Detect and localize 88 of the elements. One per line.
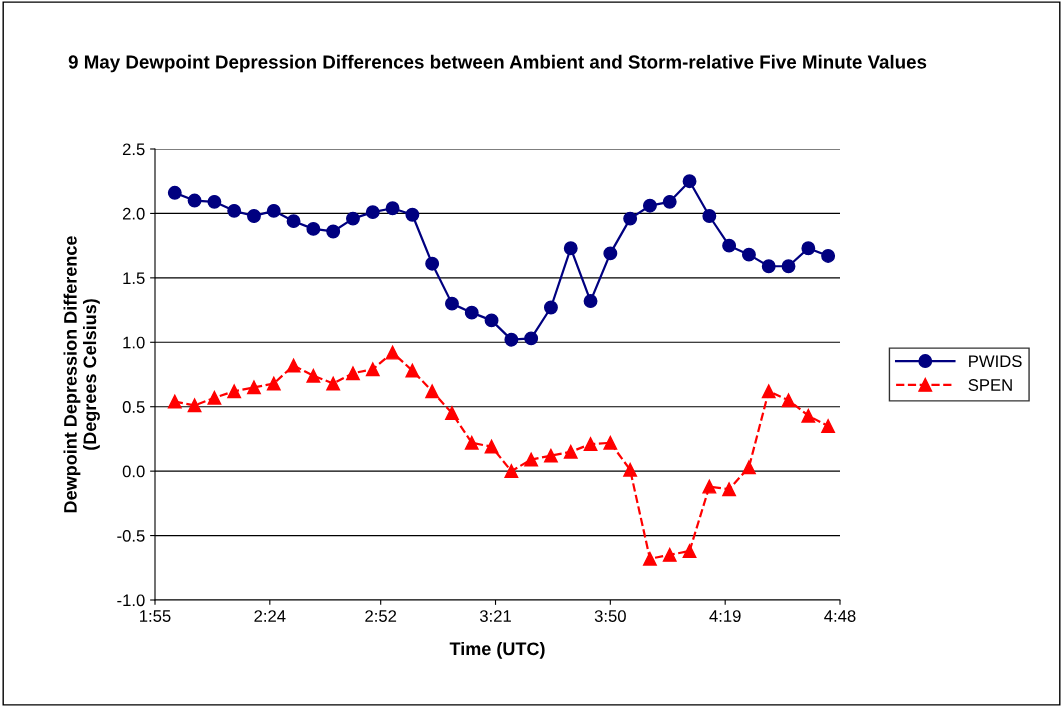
y-tick-label: 2.0 <box>122 207 145 220</box>
point <box>642 198 657 213</box>
point <box>524 452 539 467</box>
point <box>207 194 222 209</box>
point <box>365 205 380 220</box>
point <box>563 444 578 459</box>
point <box>247 380 261 395</box>
point <box>445 406 459 421</box>
y-axis-title: Dewpoint Depression Difference (Degrees Celsius) <box>63 236 100 513</box>
point <box>405 207 420 222</box>
point <box>524 331 539 346</box>
y-tick-label: -1.0 <box>117 594 145 607</box>
point <box>702 209 717 223</box>
y-tick-label: 2.5 <box>122 143 145 156</box>
point <box>306 221 321 236</box>
point <box>682 544 697 558</box>
x-tick-label: 1:55 <box>140 610 171 622</box>
point <box>445 296 459 311</box>
point <box>227 384 242 399</box>
point <box>207 390 222 405</box>
point <box>642 551 657 566</box>
x-axis-title: Time (UTC) <box>449 641 545 659</box>
x-tick-label: 3:21 <box>479 610 511 622</box>
point <box>286 358 301 373</box>
point <box>623 462 638 477</box>
point <box>286 214 301 229</box>
point <box>326 224 341 239</box>
point <box>484 313 499 328</box>
point <box>425 256 440 271</box>
point <box>741 460 756 475</box>
point <box>761 259 776 274</box>
point <box>623 211 638 226</box>
point <box>385 345 400 360</box>
point <box>682 174 697 189</box>
point <box>583 437 598 452</box>
point <box>484 439 499 454</box>
point <box>821 249 836 263</box>
point <box>425 384 440 399</box>
point <box>365 362 380 377</box>
point <box>464 305 479 320</box>
point <box>187 193 202 208</box>
x-tick-label: 4:19 <box>709 610 741 622</box>
point <box>306 368 321 383</box>
point <box>346 366 360 381</box>
point <box>662 547 677 562</box>
x-tick-label: 3:50 <box>594 610 626 622</box>
point <box>741 247 756 262</box>
legend-label: SPEN <box>968 379 1012 391</box>
point <box>247 209 261 223</box>
point <box>761 384 776 399</box>
point <box>781 393 796 408</box>
chart-title: 9 May Dewpoint Depression Differences between Ambient and Storm-relative Five Minute Values <box>68 54 927 73</box>
point <box>801 241 816 256</box>
point <box>603 246 618 261</box>
point <box>781 259 796 274</box>
y-tick-label: 0.0 <box>122 465 145 478</box>
point <box>543 448 558 463</box>
point <box>583 294 598 308</box>
point <box>385 201 400 216</box>
point <box>346 211 360 226</box>
point <box>821 419 836 433</box>
x-tick-label: 2:52 <box>365 610 397 622</box>
point <box>266 203 281 218</box>
point <box>603 435 618 450</box>
y-tick-label: 1.5 <box>123 272 145 285</box>
point <box>405 363 420 378</box>
point <box>167 185 182 200</box>
y-tick-label: 0.5 <box>122 401 145 413</box>
point <box>227 203 242 218</box>
x-tick-label: 4:48 <box>824 610 856 622</box>
point <box>504 464 519 479</box>
point <box>543 300 558 315</box>
point <box>167 394 182 409</box>
point <box>326 376 341 391</box>
y-tick-label: 1.0 <box>123 336 145 349</box>
x-tick-label: 2:24 <box>254 610 286 622</box>
point <box>464 435 479 450</box>
point <box>563 241 578 256</box>
point <box>187 398 202 413</box>
point <box>722 482 737 497</box>
point <box>504 332 519 347</box>
legend-label: PWIDS <box>969 355 1022 368</box>
y-tick-label: -0.5 <box>117 529 145 542</box>
point <box>702 479 717 494</box>
point <box>662 194 677 209</box>
point <box>722 238 737 253</box>
point <box>801 408 816 423</box>
point <box>266 376 281 391</box>
